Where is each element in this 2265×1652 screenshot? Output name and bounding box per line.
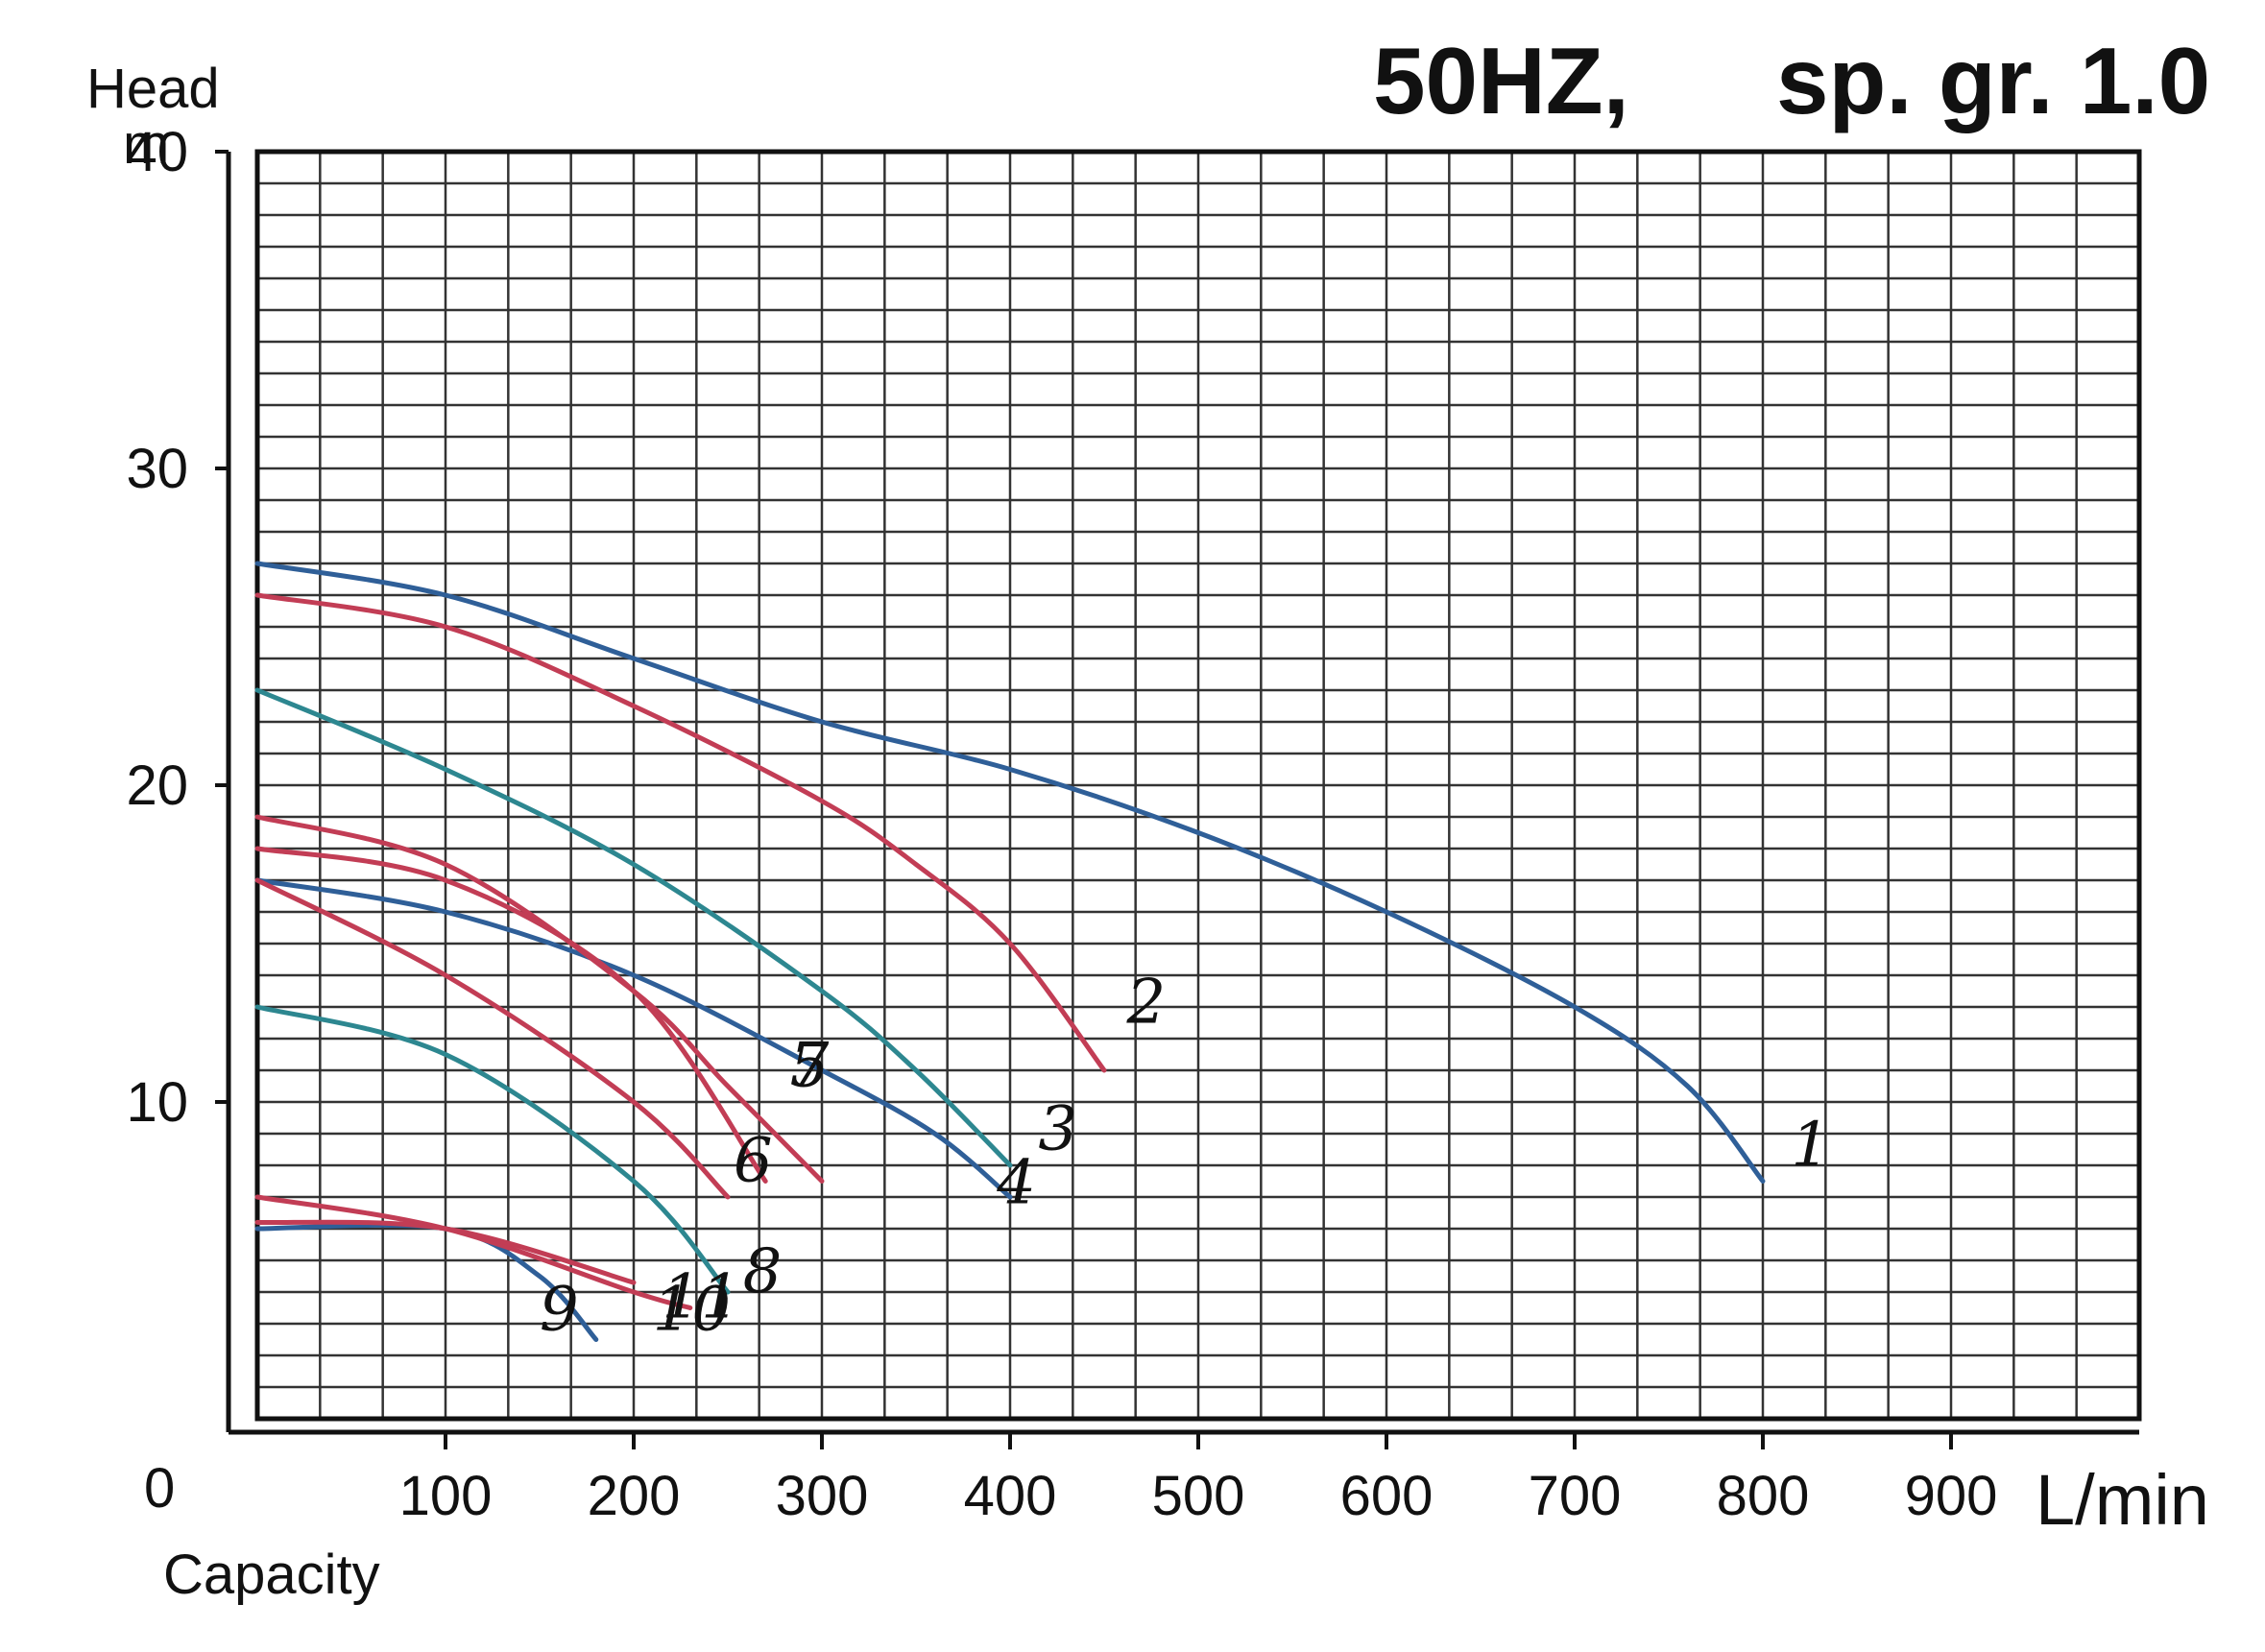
pump-curve-2 bbox=[254, 592, 1107, 1073]
origin-label: 0 bbox=[144, 1457, 175, 1520]
curve-label-3: 3 bbox=[1038, 1094, 1077, 1165]
x-tick-label: 300 bbox=[776, 1465, 869, 1527]
chart-title-frequency: 50HZ, bbox=[1373, 28, 1629, 133]
pump-curve-11 bbox=[254, 1219, 637, 1285]
pump-curve-6 bbox=[254, 877, 731, 1200]
y-axis-unit: m bbox=[123, 113, 169, 176]
grid-layer bbox=[255, 150, 2141, 1421]
pump-curve-7 bbox=[254, 846, 768, 1184]
pump-curve-10 bbox=[254, 1194, 693, 1310]
x-tick-label: 500 bbox=[1152, 1465, 1245, 1527]
curve-label-6: 6 bbox=[734, 1126, 773, 1197]
curve-label-7: 7 bbox=[790, 1031, 830, 1102]
curve-label-2: 2 bbox=[1126, 968, 1167, 1039]
x-tick-label: 100 bbox=[399, 1465, 493, 1527]
y-tick-label: 40 bbox=[126, 121, 188, 183]
curve-label-5: 5 bbox=[790, 1031, 830, 1102]
x-tick-label: 700 bbox=[1529, 1465, 1622, 1527]
y-tick-label: 20 bbox=[126, 754, 188, 817]
x-tick-label: 200 bbox=[588, 1465, 681, 1527]
curve-label-4: 4 bbox=[996, 1148, 1036, 1219]
pump-curve-3 bbox=[254, 687, 1013, 1168]
curve-label-9: 9 bbox=[540, 1275, 579, 1346]
pump-curve-8 bbox=[254, 1004, 731, 1295]
curve-label-10: 10 bbox=[653, 1275, 731, 1346]
x-tick-label: 400 bbox=[964, 1465, 1057, 1527]
chart-title-specific-gravity: sp. gr. 1.0 bbox=[1776, 28, 2210, 133]
x-axis-unit: L/min bbox=[2036, 1460, 2209, 1540]
y-tick-label: 30 bbox=[126, 438, 188, 500]
x-tick-label: 900 bbox=[1905, 1465, 1998, 1527]
pump-curve-4 bbox=[254, 877, 1013, 1200]
x-tick-label: 600 bbox=[1340, 1465, 1434, 1527]
chart-frame bbox=[226, 149, 2142, 1435]
curve-label-8: 8 bbox=[743, 1236, 783, 1307]
pump-curve-1 bbox=[254, 561, 1766, 1184]
curve-label-11: 11 bbox=[662, 1261, 739, 1332]
curve-label-1: 1 bbox=[1791, 1110, 1830, 1181]
y-axis-title: Head bbox=[86, 58, 220, 120]
y-tick-label: 10 bbox=[126, 1071, 188, 1134]
series-layer bbox=[254, 561, 1766, 1342]
x-tick-label: 800 bbox=[1717, 1465, 1810, 1527]
x-axis-title: Capacity bbox=[163, 1544, 380, 1606]
